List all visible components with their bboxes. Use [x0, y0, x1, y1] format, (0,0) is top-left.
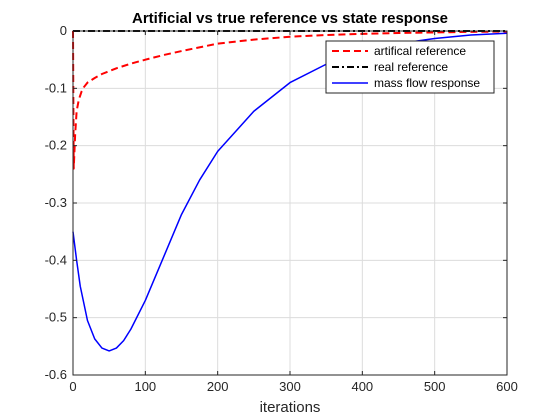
x-tick-label: 200 [207, 379, 229, 394]
y-tick-label: 0 [60, 23, 67, 38]
x-tick-label: 0 [69, 379, 76, 394]
y-tick-label: -0.5 [45, 310, 67, 325]
x-tick-label: 500 [424, 379, 446, 394]
y-tick-label: -0.2 [45, 138, 67, 153]
legend-label-real-reference: real reference [374, 60, 448, 74]
x-tick-label: 600 [496, 379, 518, 394]
x-axis-label: iterations [260, 399, 321, 416]
x-tick-label: 100 [134, 379, 156, 394]
legend-label-mass-flow-response: mass flow response [374, 76, 480, 90]
y-tick-label: -0.6 [45, 367, 67, 382]
y-tick-label: -0.4 [45, 252, 67, 267]
series-line-artifical-reference [72, 30, 508, 170]
y-tick-label: -0.3 [45, 195, 67, 210]
legend: artifical reference real reference mass fl… [325, 40, 495, 94]
chart-title: Artificial vs true reference vs state re… [132, 10, 448, 27]
y-tick-label: -0.1 [45, 80, 67, 95]
x-tick-label: 400 [351, 379, 373, 394]
legend-label-artifical-reference: artifical reference [374, 44, 466, 58]
x-tick-label: 300 [279, 379, 301, 394]
axis-ticks: 0 100 200 300 400 500 600 -0.6 -0.5 -0.4 -0.3 -0.2 -… [45, 23, 518, 394]
